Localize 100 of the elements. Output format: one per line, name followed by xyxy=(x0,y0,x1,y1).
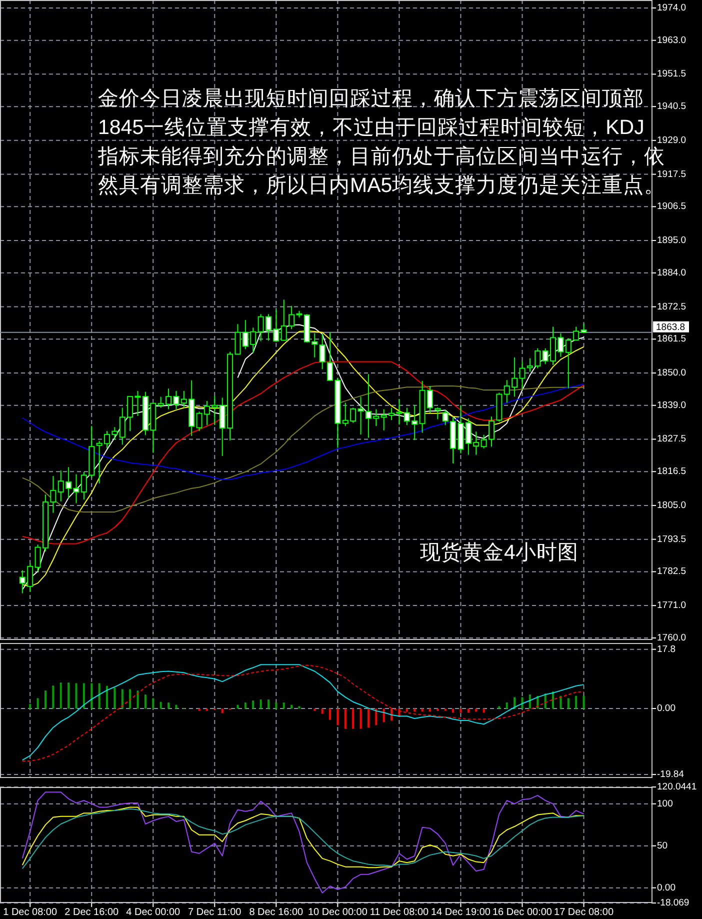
y-tick-label: 1793.5 xyxy=(657,534,686,545)
y-tick-label: 1850.0 xyxy=(657,368,686,379)
y-tick-label: 1782.5 xyxy=(657,566,686,578)
bar xyxy=(567,698,570,709)
bar xyxy=(367,708,370,728)
y-tick-label: 1816.5 xyxy=(657,466,686,478)
x-tick-label: 2 Dec 16:00 xyxy=(64,907,120,918)
y-tick-label: 1929.0 xyxy=(657,134,686,146)
bar xyxy=(136,690,139,709)
bar xyxy=(68,682,70,709)
bar xyxy=(521,697,524,709)
y-tick-label: 1917.5 xyxy=(657,168,686,180)
bar xyxy=(144,694,146,709)
bar xyxy=(90,683,93,709)
x-tick-label: 7 Dec 11:00 xyxy=(188,907,242,918)
x-tick-label: 8 Dec 16:00 xyxy=(249,907,304,918)
line-series xyxy=(22,385,584,512)
candlestick xyxy=(488,416,494,448)
bar xyxy=(82,683,85,709)
bar xyxy=(414,708,416,712)
bar xyxy=(360,708,362,729)
bar xyxy=(528,694,531,709)
y-tick-label: 0.00 xyxy=(657,703,676,714)
bar xyxy=(267,700,270,709)
bar xyxy=(344,708,346,729)
y-tick-label: 1805.0 xyxy=(657,500,686,511)
bar xyxy=(121,689,124,709)
bar xyxy=(168,702,170,709)
bar xyxy=(252,700,254,709)
x-tick-label: 16 Dec 00:00 xyxy=(492,907,552,918)
bar xyxy=(406,708,408,712)
y-tick-label: 1827.5 xyxy=(657,434,686,445)
bar xyxy=(290,704,293,709)
bar xyxy=(475,708,478,712)
candlestick xyxy=(519,360,526,389)
bar xyxy=(452,708,454,712)
x-tick-label: 17 Dec 08:00 xyxy=(554,907,614,918)
y-tick-label: -19.84 xyxy=(657,768,684,780)
y-tick-label: 1760.0 xyxy=(657,632,686,644)
bar xyxy=(506,702,508,709)
y-tick-label: 120.0441 xyxy=(657,782,697,793)
bar xyxy=(482,708,485,712)
ref-line-label: 1863.8 xyxy=(656,322,686,333)
bar xyxy=(460,708,462,712)
bar xyxy=(152,698,154,709)
x-tick-label: 14 Dec 19:00 xyxy=(430,907,491,918)
bar xyxy=(129,689,132,709)
y-tick-label: 1884.0 xyxy=(657,267,686,278)
y-tick-label: 1872.5 xyxy=(657,301,686,312)
bar xyxy=(52,686,54,709)
bar xyxy=(282,702,285,709)
bar xyxy=(275,702,278,709)
bar xyxy=(75,683,78,709)
bar xyxy=(352,708,354,729)
annotation: 金价今日凌晨出现短时间回踩过程，确认下方震荡区间顶部 xyxy=(98,86,644,112)
y-tick-label: 1839.0 xyxy=(657,400,686,411)
bar xyxy=(575,696,578,709)
y-tick-label: 100 xyxy=(657,798,673,810)
bar xyxy=(582,696,585,709)
line-series xyxy=(22,792,584,894)
bar xyxy=(560,696,562,709)
y-tick-label: 1895.0 xyxy=(657,235,686,246)
bar xyxy=(114,688,116,709)
bar xyxy=(552,692,554,709)
bar xyxy=(336,708,339,726)
candlestick xyxy=(480,434,487,449)
annotation: 1845一线位置支撑有效，不过由于回踩过程时间较短，KDJ xyxy=(98,115,644,141)
bar xyxy=(36,698,39,709)
bar xyxy=(98,683,100,709)
bar xyxy=(428,708,431,712)
x-tick-label: 4 Dec 00:00 xyxy=(126,907,181,918)
bar xyxy=(329,708,331,720)
y-tick-label: 50 xyxy=(657,840,668,852)
y-tick-label: 1861.5 xyxy=(657,334,686,345)
line-series xyxy=(22,383,584,480)
bar xyxy=(60,682,62,709)
y-tick-label: 1906.5 xyxy=(657,201,686,212)
x-tick-label: 11 Dec 08:00 xyxy=(370,907,430,918)
bar xyxy=(421,708,424,712)
x-tick-label: 10 Dec 00:00 xyxy=(308,907,368,918)
bar xyxy=(175,704,178,709)
candlestick xyxy=(434,406,441,420)
bar xyxy=(375,708,378,726)
bar xyxy=(106,686,108,709)
y-tick-label: 1951.5 xyxy=(657,68,686,80)
y-tick-label: 17.8 xyxy=(657,644,676,655)
bar xyxy=(514,697,516,709)
y-tick-label: 1940.5 xyxy=(657,101,686,112)
y-tick-label: 1963.0 xyxy=(657,34,686,46)
bar xyxy=(260,700,262,709)
annotation: 现货黄金4小时图 xyxy=(420,541,578,565)
bar xyxy=(390,708,393,720)
bar xyxy=(160,702,162,709)
x-tick-label: 1 Dec 08:00 xyxy=(3,907,58,918)
bar xyxy=(382,708,385,722)
bar xyxy=(221,708,224,714)
bar xyxy=(321,708,324,714)
y-tick-label: 0.00 xyxy=(657,882,676,894)
bar xyxy=(29,704,32,709)
bar xyxy=(467,708,470,712)
